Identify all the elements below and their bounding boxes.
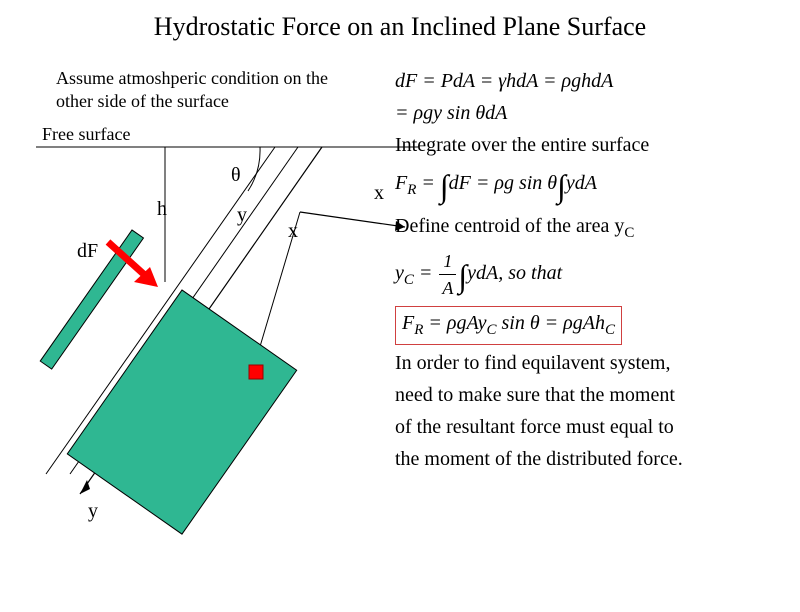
integral-icon: ∫: [440, 168, 449, 204]
eq5-F: F: [402, 312, 414, 334]
eq5-C2: C: [605, 322, 615, 338]
para4: the moment of the distributed force.: [395, 445, 795, 474]
eq-FR: FR = ∫dF = ρg sin θ∫ydA: [395, 163, 795, 209]
eq4-rhs: ydA, so that: [467, 262, 562, 284]
theta-label: θ: [231, 164, 241, 187]
eq3-F: F: [395, 172, 407, 194]
eq3-mid: dF = ρg sin θ: [449, 172, 557, 194]
h-label: h: [157, 198, 167, 221]
para2: need to make sure that the moment: [395, 381, 795, 410]
eq3-end: ydA: [566, 172, 597, 194]
eq4-C: C: [404, 272, 414, 288]
x-axis-label: x: [374, 182, 384, 205]
eq-result-boxed: FR = ρgAyC sin θ = ρgAhC: [395, 306, 622, 345]
centroid-marker: [249, 365, 263, 379]
txt-integrate: Integrate over the entire surface: [395, 131, 795, 160]
eq-dF: dF = PdA = γhdA = ρghdA: [395, 67, 795, 96]
integral-icon: ∫: [557, 168, 566, 204]
hydrostatic-diagram: [0, 12, 440, 612]
angle-arc: [248, 147, 260, 191]
frac-den: A: [439, 275, 456, 301]
eq4-eq: =: [414, 262, 438, 284]
eq5-mid2: sin θ = ρgAh: [497, 312, 605, 334]
integral-icon: ∫: [458, 258, 467, 294]
y-small-label: y: [237, 204, 247, 227]
eq5-R: R: [414, 322, 423, 338]
dF-label: dF: [77, 240, 98, 263]
eq3-eq: =: [416, 172, 440, 194]
equations-column: dF = PdA = γhdA = ρghdA = ρgy sin θdA In…: [395, 67, 795, 477]
para1: In order to find equilavent system,: [395, 349, 795, 378]
eq4-y: y: [395, 262, 404, 284]
eq5-mid1: = ρgAy: [423, 312, 486, 334]
fraction: 1A: [439, 248, 456, 301]
eq5-C1: C: [486, 322, 496, 338]
eq-dF2: = ρgy sin θdA: [395, 99, 795, 128]
eq-yc: yC = 1A∫ydA, so that: [395, 248, 795, 301]
eq3-Rsub: R: [407, 182, 416, 198]
txt-centroid: Define centroid of the area yC: [395, 212, 795, 245]
y-axis-label: y: [88, 500, 98, 523]
centroid-text: Define centroid of the area y: [395, 215, 624, 237]
centroid-sub: C: [624, 225, 634, 241]
x-axis-incline: [300, 212, 405, 231]
x-small-label: x: [288, 220, 298, 243]
surface-plate: [67, 290, 296, 534]
frac-num: 1: [439, 248, 456, 275]
para3: of the resultant force must equal to: [395, 413, 795, 442]
